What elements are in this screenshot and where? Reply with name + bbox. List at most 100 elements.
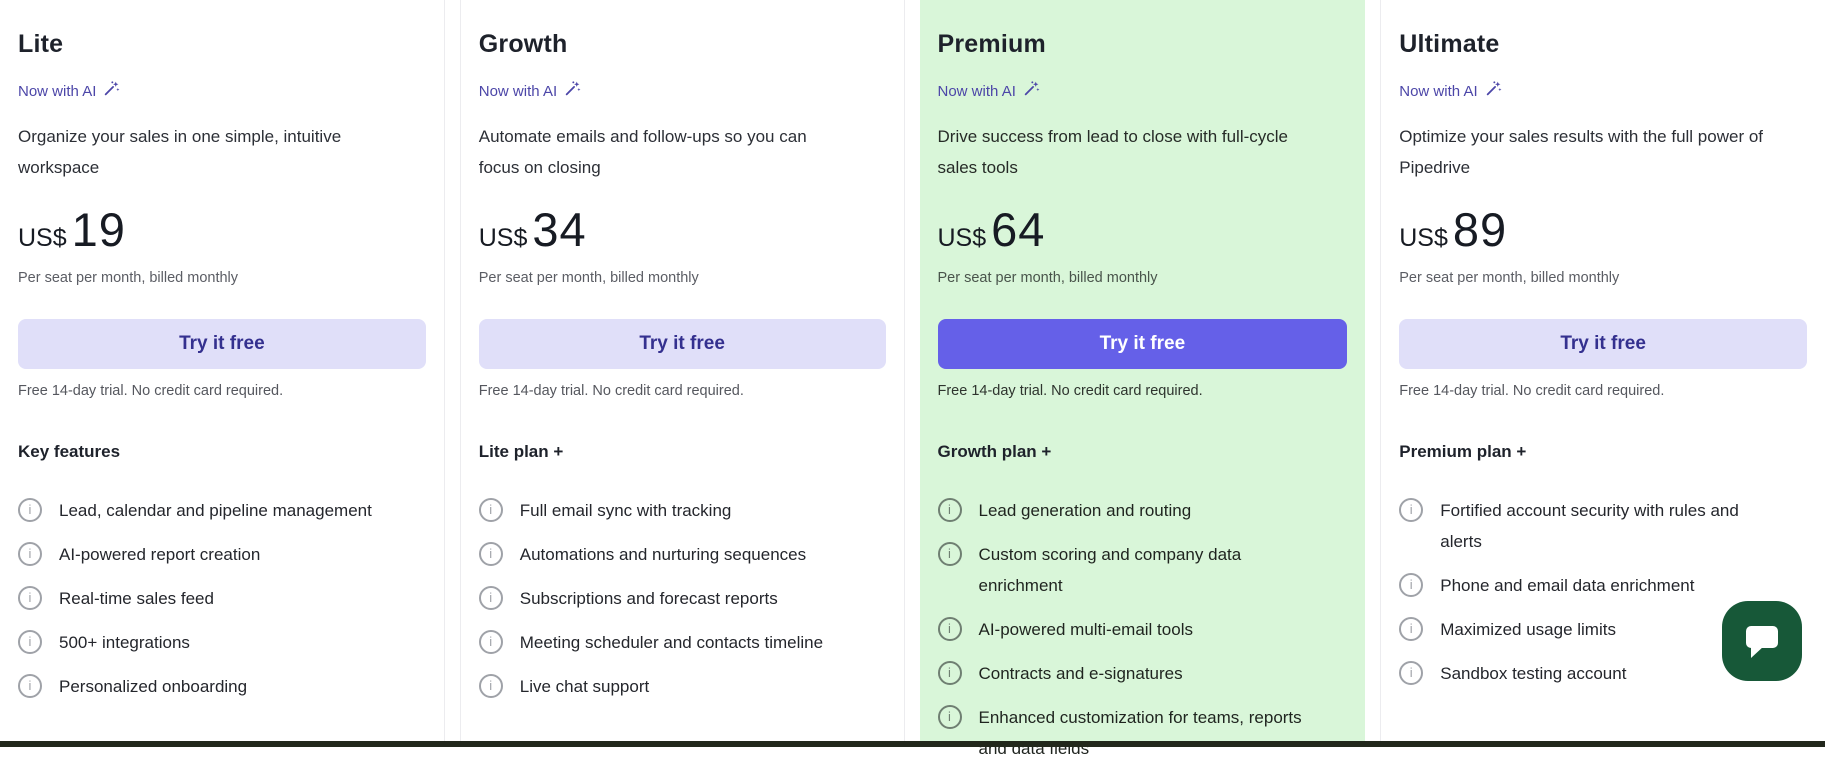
list-item: i Subscriptions and forecast reports <box>479 583 886 614</box>
list-item: i Phone and email data enrichment <box>1399 570 1807 601</box>
info-icon[interactable]: i <box>1399 617 1423 641</box>
features-title: Key features <box>18 441 426 463</box>
list-item: i Lead, calendar and pipeline management <box>18 495 426 526</box>
billing-note: Per seat per month, billed monthly <box>938 268 1348 288</box>
plan-description: Drive success from lead to close with fu… <box>938 121 1348 183</box>
info-icon[interactable]: i <box>479 630 503 654</box>
plan-description: Automate emails and follow-ups so you ca… <box>479 121 886 183</box>
price: US$ 64 <box>938 202 1348 254</box>
list-item: i Lead generation and routing <box>938 495 1348 526</box>
list-item: i Enhanced customization for teams, repo… <box>938 702 1348 764</box>
price-currency: US$ <box>18 224 67 253</box>
feature-label: Fortified account security with rules an… <box>1440 495 1739 557</box>
feature-label: Enhanced customization for teams, report… <box>979 702 1302 764</box>
trial-note: Free 14-day trial. No credit card requir… <box>479 381 886 401</box>
info-icon[interactable]: i <box>938 617 962 641</box>
magic-wand-icon <box>1023 80 1040 104</box>
try-it-free-button[interactable]: Try it free <box>18 319 426 369</box>
info-icon[interactable]: i <box>1399 661 1423 685</box>
feature-label: Automations and nurturing sequences <box>520 539 806 570</box>
info-icon[interactable]: i <box>18 586 42 610</box>
magic-wand-icon <box>564 80 581 104</box>
price-currency: US$ <box>479 224 528 253</box>
now-with-ai-label: Now with AI <box>18 81 96 103</box>
plan-card-lite: Lite Now with AI Organize your sales in … <box>0 0 445 741</box>
try-it-free-button[interactable]: Try it free <box>1399 319 1807 369</box>
now-with-ai-label: Now with AI <box>938 81 1016 103</box>
features-title: Lite plan + <box>479 441 886 463</box>
now-with-ai-link[interactable]: Now with AI <box>18 80 120 104</box>
feature-label: Maximized usage limits <box>1440 614 1616 645</box>
billing-note: Per seat per month, billed monthly <box>479 268 886 288</box>
feature-label: Lead generation and routing <box>979 495 1192 526</box>
try-it-free-button[interactable]: Try it free <box>479 319 886 369</box>
list-item: i Live chat support <box>479 671 886 702</box>
info-icon[interactable]: i <box>18 498 42 522</box>
plan-description: Organize your sales in one simple, intui… <box>18 121 426 183</box>
now-with-ai-link[interactable]: Now with AI <box>479 80 581 104</box>
info-icon[interactable]: i <box>1399 573 1423 597</box>
list-item: i Real-time sales feed <box>18 583 426 614</box>
now-with-ai-label: Now with AI <box>479 81 557 103</box>
pricing-columns: Lite Now with AI Organize your sales in … <box>0 0 1825 741</box>
trial-note: Free 14-day trial. No credit card requir… <box>938 381 1348 401</box>
feature-label: Full email sync with tracking <box>520 495 732 526</box>
list-item: i Full email sync with tracking <box>479 495 886 526</box>
price-amount: 64 <box>991 202 1045 257</box>
trial-note: Free 14-day trial. No credit card requir… <box>18 381 426 401</box>
plan-description: Optimize your sales results with the ful… <box>1399 121 1807 183</box>
billing-note: Per seat per month, billed monthly <box>18 268 426 288</box>
list-item: i Custom scoring and company data enrich… <box>938 539 1348 601</box>
price-amount: 89 <box>1453 202 1507 257</box>
price: US$ 89 <box>1399 202 1807 254</box>
info-icon[interactable]: i <box>18 630 42 654</box>
plan-title: Lite <box>18 29 426 59</box>
plan-title: Premium <box>938 29 1348 59</box>
info-icon[interactable]: i <box>1399 498 1423 522</box>
info-icon[interactable]: i <box>938 498 962 522</box>
magic-wand-icon <box>103 80 120 104</box>
price: US$ 34 <box>479 202 886 254</box>
feature-label: Sandbox testing account <box>1440 658 1626 689</box>
feature-list: i Lead, calendar and pipeline management… <box>18 495 426 702</box>
chat-bubble-icon <box>1722 600 1802 683</box>
feature-list: i Full email sync with tracking i Automa… <box>479 495 886 702</box>
list-item: i Meeting scheduler and contacts timelin… <box>479 627 886 658</box>
info-icon[interactable]: i <box>18 674 42 698</box>
info-icon[interactable]: i <box>938 661 962 685</box>
info-icon[interactable]: i <box>479 542 503 566</box>
now-with-ai-link[interactable]: Now with AI <box>1399 80 1501 104</box>
chat-widget-button[interactable] <box>1722 601 1802 681</box>
list-item: i AI-powered multi-email tools <box>938 614 1348 645</box>
feature-label: Meeting scheduler and contacts timeline <box>520 627 823 658</box>
feature-label: Lead, calendar and pipeline management <box>59 495 372 526</box>
price-currency: US$ <box>1399 224 1448 253</box>
now-with-ai-link[interactable]: Now with AI <box>938 80 1040 104</box>
price-amount: 19 <box>72 202 126 257</box>
info-icon[interactable]: i <box>479 586 503 610</box>
feature-label: Phone and email data enrichment <box>1440 570 1694 601</box>
trial-note: Free 14-day trial. No credit card requir… <box>1399 381 1807 401</box>
list-item: i Contracts and e-signatures <box>938 658 1348 689</box>
info-icon[interactable]: i <box>479 674 503 698</box>
feature-label: Subscriptions and forecast reports <box>520 583 778 614</box>
feature-label: 500+ integrations <box>59 627 190 658</box>
list-item: i Fortified account security with rules … <box>1399 495 1807 557</box>
info-icon[interactable]: i <box>938 705 962 729</box>
feature-label: Contracts and e-signatures <box>979 658 1183 689</box>
price-currency: US$ <box>938 224 987 253</box>
footer-top-edge <box>0 741 1825 747</box>
feature-label: Live chat support <box>520 671 649 702</box>
list-item: i Automations and nurturing sequences <box>479 539 886 570</box>
feature-label: Custom scoring and company data enrichme… <box>979 539 1242 601</box>
billing-note: Per seat per month, billed monthly <box>1399 268 1807 288</box>
info-icon[interactable]: i <box>479 498 503 522</box>
features-title: Premium plan + <box>1399 441 1807 463</box>
list-item: i AI-powered report creation <box>18 539 426 570</box>
list-item: i Personalized onboarding <box>18 671 426 702</box>
plan-title: Ultimate <box>1399 29 1807 59</box>
info-icon[interactable]: i <box>938 542 962 566</box>
feature-label: Real-time sales feed <box>59 583 214 614</box>
info-icon[interactable]: i <box>18 542 42 566</box>
try-it-free-button[interactable]: Try it free <box>938 319 1348 369</box>
